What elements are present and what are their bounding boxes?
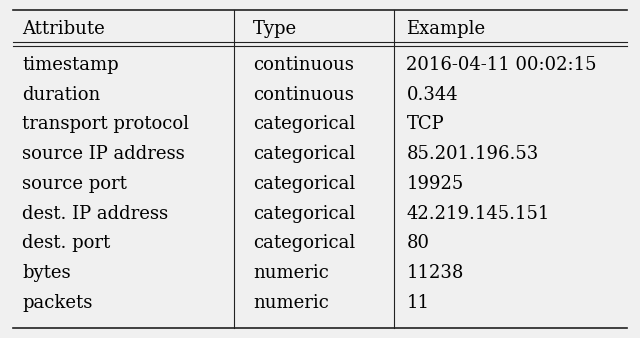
Text: 80: 80 bbox=[406, 234, 429, 252]
Text: categorical: categorical bbox=[253, 204, 355, 223]
Text: packets: packets bbox=[22, 294, 93, 312]
Text: 42.219.145.151: 42.219.145.151 bbox=[406, 204, 550, 223]
Text: categorical: categorical bbox=[253, 175, 355, 193]
Text: numeric: numeric bbox=[253, 294, 329, 312]
Text: bytes: bytes bbox=[22, 264, 71, 282]
Text: TCP: TCP bbox=[406, 115, 444, 134]
Text: Attribute: Attribute bbox=[22, 20, 105, 38]
Text: continuous: continuous bbox=[253, 86, 354, 104]
Text: transport protocol: transport protocol bbox=[22, 115, 189, 134]
Text: duration: duration bbox=[22, 86, 100, 104]
Text: 19925: 19925 bbox=[406, 175, 463, 193]
Text: categorical: categorical bbox=[253, 234, 355, 252]
Text: 11: 11 bbox=[406, 294, 429, 312]
Text: numeric: numeric bbox=[253, 264, 329, 282]
Text: 2016-04-11 00:02:15: 2016-04-11 00:02:15 bbox=[406, 56, 597, 74]
Text: categorical: categorical bbox=[253, 145, 355, 163]
Text: continuous: continuous bbox=[253, 56, 354, 74]
Text: Example: Example bbox=[406, 20, 486, 38]
Text: 85.201.196.53: 85.201.196.53 bbox=[406, 145, 539, 163]
Text: categorical: categorical bbox=[253, 115, 355, 134]
Text: dest. IP address: dest. IP address bbox=[22, 204, 168, 223]
Text: 11238: 11238 bbox=[406, 264, 464, 282]
Text: dest. port: dest. port bbox=[22, 234, 111, 252]
Text: source IP address: source IP address bbox=[22, 145, 185, 163]
Text: 0.344: 0.344 bbox=[406, 86, 458, 104]
Text: source port: source port bbox=[22, 175, 127, 193]
Text: Type: Type bbox=[253, 20, 297, 38]
Text: timestamp: timestamp bbox=[22, 56, 119, 74]
